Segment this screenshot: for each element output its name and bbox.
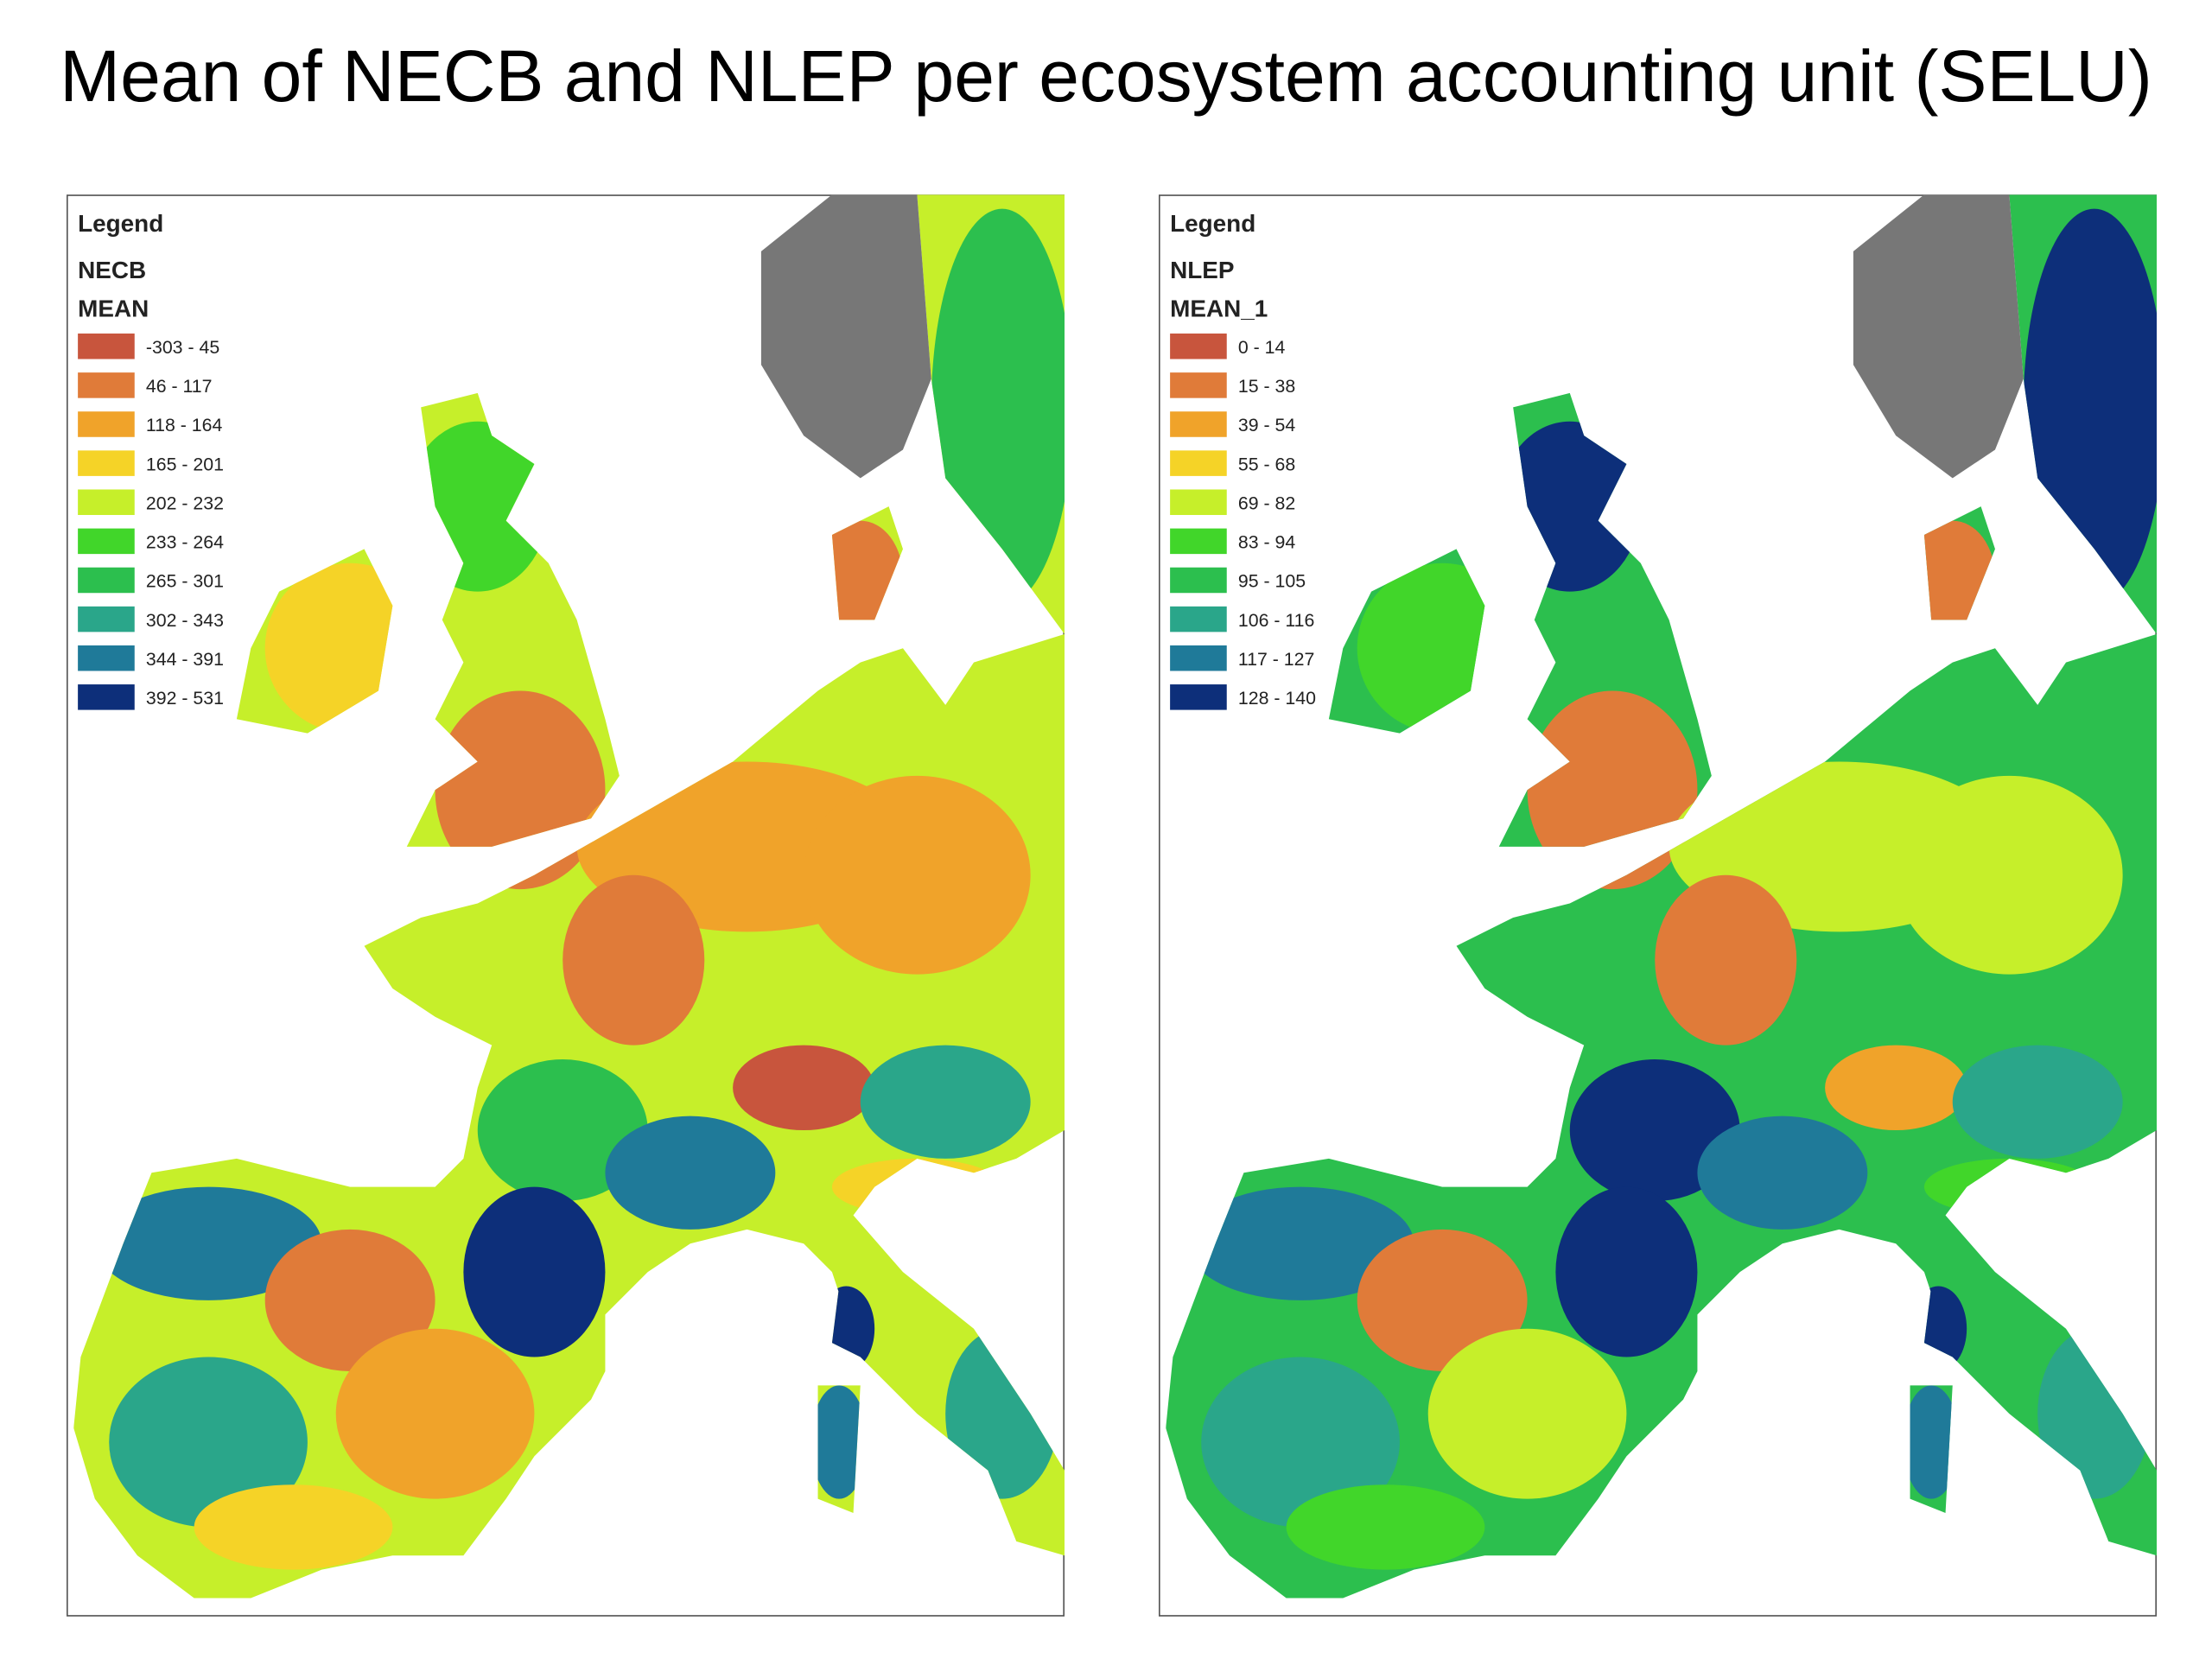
legend-swatch	[1170, 372, 1227, 398]
legend-swatch	[78, 450, 135, 476]
legend-label: 39 - 54	[1238, 415, 1295, 435]
legend-swatch	[78, 372, 135, 398]
legend-label: 46 - 117	[146, 376, 213, 397]
legend-swatch	[1170, 606, 1227, 632]
legend-swatch	[78, 645, 135, 671]
legend-heading: Legend	[1170, 210, 1255, 237]
legend: Legend NECB MEAN -303 - 45 46 - 117 118 - 164…	[78, 210, 224, 710]
legend-field: MEAN	[78, 295, 149, 321]
map-panel: Legend NECB MEAN -303 - 45 46 - 117 118 - 164…	[67, 194, 1065, 1617]
legend-swatch	[1170, 334, 1227, 359]
legend-label: 118 - 164	[146, 415, 223, 435]
legend-swatch	[78, 684, 135, 710]
legend-label: 202 - 232	[146, 493, 224, 513]
legend-swatch	[1170, 528, 1227, 555]
map: Legend NECB MEAN -303 - 45 46 - 117 118 - 164…	[67, 194, 1065, 1617]
legend-swatch	[1170, 489, 1227, 516]
legend-label: 15 - 38	[1238, 376, 1295, 397]
legend-swatch	[1170, 567, 1227, 594]
legend-label: 302 - 343	[146, 610, 224, 631]
map: Legend NLEP MEAN_1 0 - 14 15 - 38 39 - 54 55 -…	[1159, 194, 2157, 1617]
legend-label: 344 - 391	[146, 649, 224, 670]
title: Mean of NECB and NLEP per ecosystem acco…	[60, 35, 2152, 117]
legend-layer: NECB	[78, 257, 146, 283]
legend-label: 83 - 94	[1238, 532, 1295, 553]
legend-label: 117 - 127	[1238, 649, 1314, 670]
legend-label: 233 - 264	[146, 532, 224, 553]
map-panel: Legend NLEP MEAN_1 0 - 14 15 - 38 39 - 54 55 -…	[1159, 194, 2157, 1617]
legend-layer: NLEP	[1170, 257, 1234, 283]
legend-swatch	[1170, 450, 1227, 476]
legend-heading: Legend	[78, 210, 163, 237]
legend-label: 95 - 105	[1238, 571, 1306, 592]
legend-label: 165 - 201	[146, 454, 224, 474]
legend-swatch	[78, 489, 135, 516]
legend-swatch	[1170, 645, 1227, 671]
legend-label: 106 - 116	[1238, 610, 1314, 631]
legend-swatch	[78, 606, 135, 632]
legend-swatch	[78, 411, 135, 437]
legend-label: 69 - 82	[1238, 493, 1295, 513]
legend-label: 265 - 301	[146, 571, 224, 592]
legend-swatch	[78, 528, 135, 555]
legend-swatch	[1170, 411, 1227, 437]
legend-swatch	[1170, 684, 1227, 710]
legend-label: 128 - 140	[1238, 688, 1316, 709]
legend-label: 0 - 14	[1238, 337, 1286, 358]
legend-label: 392 - 531	[146, 688, 224, 709]
legend-swatch	[78, 334, 135, 359]
legend-swatch	[78, 567, 135, 594]
legend-field: MEAN_1	[1170, 295, 1268, 321]
legend-label: 55 - 68	[1238, 454, 1295, 474]
legend: Legend NLEP MEAN_1 0 - 14 15 - 38 39 - 54 55 -…	[1170, 210, 1316, 710]
legend-label: -303 - 45	[146, 337, 219, 358]
